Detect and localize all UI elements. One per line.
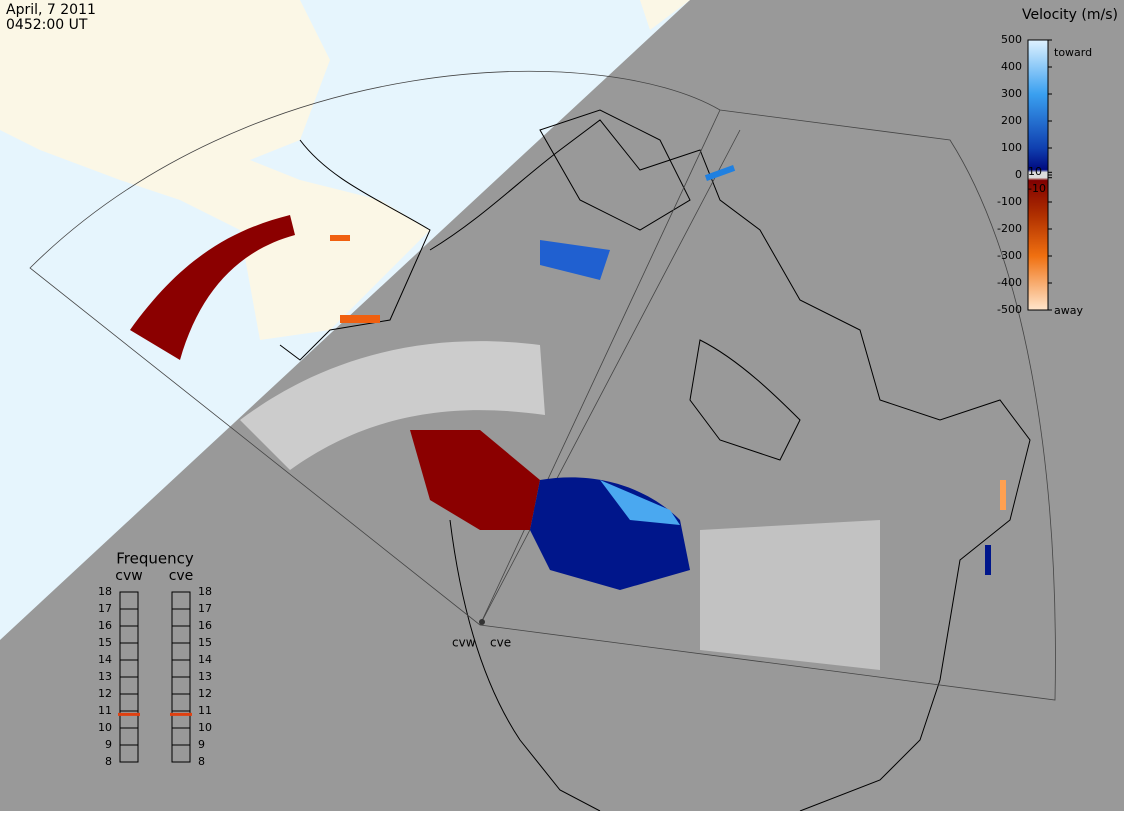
frequency-tick-label: 11 [198,704,212,717]
scale-tick-label: 500 [1001,33,1022,46]
frequency-tick-label: 8 [198,755,205,768]
frequency-tick-label: 13 [98,670,112,683]
radar-label: cvw [452,636,476,650]
scale-tick-label: -500 [997,303,1022,316]
scale-tick-label: 0 [1015,168,1022,181]
frequency-tick-label: 14 [198,653,212,666]
scale-tick-label: 200 [1001,114,1022,127]
scale-tick-label: 100 [1001,141,1022,154]
scale-tick-label: -300 [997,249,1022,262]
scale-tick-label: 10 [1028,165,1042,178]
time: 0452:00 UT [6,17,88,33]
frequency-tick-label: 15 [198,636,212,649]
frequency-tick-label: 9 [198,738,205,751]
landmass [0,0,430,340]
frequency-tick-label: 10 [98,721,112,734]
scale-title: Velocity (m/s) [1022,7,1118,23]
frequency-tick-label: 17 [98,602,112,615]
field-of-view [29,70,1056,701]
frequency-tick-label: 15 [98,636,112,649]
date: April, 7 2011 [6,2,96,18]
scale-end-label: away [1054,304,1083,317]
scale-tick-label: -400 [997,276,1022,289]
scale-tick-label: 300 [1001,87,1022,100]
frequency-tick-label: 14 [98,653,112,666]
scale-end-label: toward [1054,46,1092,59]
frequency-tick-label: 16 [198,619,212,632]
frequency-tick-label: 12 [198,687,212,700]
radar-label: cve [490,636,511,650]
radar-echoes [130,165,1006,670]
landmass [640,0,690,30]
frequency-tick-label: 18 [198,585,212,598]
radar-site [479,619,485,625]
coastlines [279,109,1031,812]
frequency-radar: cvw [115,568,142,584]
scale-tick-label: 400 [1001,60,1022,73]
scale-tick-label: -100 [997,195,1022,208]
frequency-tick-label: 11 [98,704,112,717]
frequency-title: Frequency [116,550,194,568]
frequency-tick-label: 10 [198,721,212,734]
frequency-tick-label: 12 [98,687,112,700]
scale-tick-label: -200 [997,222,1022,235]
frequency-radar: cve [169,568,194,584]
frequency-tick-label: 16 [98,619,112,632]
frequency-tick-label: 17 [198,602,212,615]
frequency-tick-label: 9 [105,738,112,751]
scale-tick-label: -10 [1028,182,1046,195]
frequency-tick-label: 8 [105,755,112,768]
frequency-tick-label: 18 [98,585,112,598]
frequency-tick-label: 13 [198,670,212,683]
